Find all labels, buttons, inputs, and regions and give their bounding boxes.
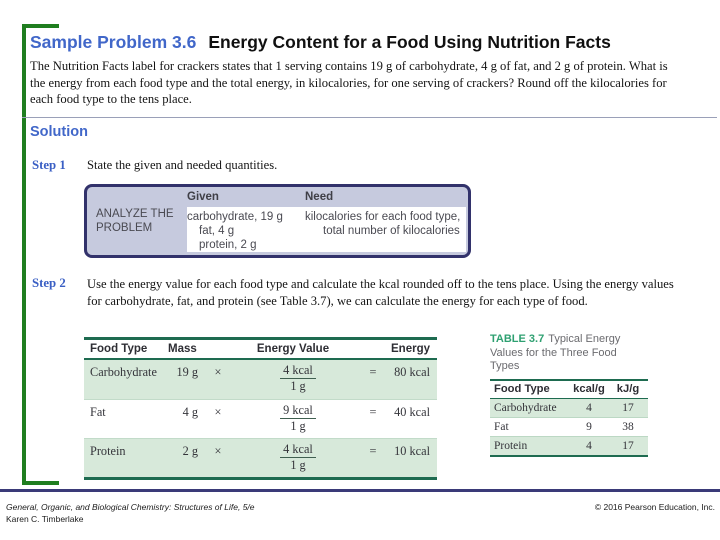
table-row: Protein 2 g × 4 kcal 1 g = 10 kcal: [84, 438, 437, 477]
analyze-problem-header-row: Given Need: [187, 187, 468, 207]
multiply-sign: ×: [214, 365, 222, 379]
table-caption-text: Typical Energy Values for the Three Food…: [490, 333, 621, 372]
table-header-row: Food Type Mass Energy Value Energy: [84, 340, 437, 360]
cell-mass: 2 g: [182, 444, 198, 458]
cell-energy: 80 kcal: [394, 365, 430, 379]
cell-kj: 17: [622, 439, 634, 452]
step1-label: Step 1: [32, 158, 66, 172]
cell-food: Carbohydrate: [494, 401, 557, 414]
fraction: 4 kcal 1 g: [280, 443, 316, 472]
corner-bracket-top: [22, 24, 59, 28]
analyze-problem-grid: Given Need carbohydrate, 19 g fat, 4 g p…: [187, 187, 468, 255]
author-name: Karen C. Timberlake: [6, 513, 84, 524]
cell-kj: 17: [622, 401, 634, 414]
equals-sign: =: [369, 405, 377, 419]
fraction-numerator: 9 kcal: [280, 404, 316, 419]
cell-energy-value: 4 kcal 1 g: [238, 364, 358, 393]
table-grid: Food Type kcal/g kJ/g Carbohydrate 4 17 …: [490, 378, 648, 457]
given-values: carbohydrate, 19 g fat, 4 g protein, 2 g: [187, 210, 305, 252]
cell-kcal: 9: [586, 420, 592, 433]
table-row: Carbohydrate 4 17: [490, 398, 648, 417]
cell-kcal: 4: [586, 401, 592, 414]
cell-energy-value: 9 kcal 1 g: [238, 404, 358, 433]
problem-statement: The Nutrition Facts label for crackers s…: [30, 59, 668, 107]
equals-sign: =: [369, 365, 377, 379]
table-row: Protein 4 17: [490, 435, 648, 455]
cell-food: Fat: [494, 420, 509, 433]
header-food-type: Food Type: [494, 383, 550, 395]
fraction-numerator: 4 kcal: [280, 364, 316, 379]
multiply-sign: ×: [214, 405, 222, 419]
table-header-row: Food Type kcal/g kJ/g: [490, 381, 648, 399]
need-line: total number of kilocalories: [323, 225, 460, 237]
step2-text: Use the energy value for each food type …: [87, 277, 674, 308]
fraction-denominator: 1 g: [290, 458, 306, 472]
step1-text: State the given and needed quantities.: [87, 158, 278, 172]
fraction-numerator: 4 kcal: [280, 443, 316, 458]
cell-kj: 38: [622, 420, 634, 433]
multiply-sign: ×: [214, 444, 222, 458]
table-row: Fat 9 38: [490, 416, 648, 436]
analyze-problem-box: ANALYZE THE PROBLEM Given Need carbohydr…: [84, 184, 471, 258]
fraction: 4 kcal 1 g: [280, 364, 316, 393]
header-food-type: Food Type: [90, 343, 148, 355]
cell-energy-value: 4 kcal 1 g: [238, 443, 358, 472]
cell-energy: 10 kcal: [394, 444, 430, 458]
corner-bracket-vertical: [22, 24, 26, 485]
table-row: Fat 4 g × 9 kcal 1 g = 40 kcal: [84, 399, 437, 438]
given-line: protein, 2 g: [199, 239, 257, 251]
slide-title: Sample Problem 3.6 Energy Content for a F…: [30, 32, 611, 53]
cell-mass: 4 g: [182, 405, 198, 419]
footer-attribution: General, Organic, and Biological Chemist…: [6, 502, 255, 525]
cell-food: Fat: [90, 405, 106, 419]
given-line: carbohydrate, 19 g: [187, 211, 283, 223]
fraction-denominator: 1 g: [290, 379, 306, 393]
need-line: kilocalories for each food type,: [305, 211, 461, 223]
cell-mass: 19 g: [176, 365, 198, 379]
page-title: Energy Content for a Food Using Nutritio…: [208, 32, 611, 52]
analyze-problem-content: carbohydrate, 19 g fat, 4 g protein, 2 g…: [187, 207, 466, 252]
table-caption: TABLE 3.7 Typical Energy Values for the T…: [490, 333, 648, 374]
energy-calculation-table: Food Type Mass Energy Value Energy Carbo…: [84, 337, 437, 480]
footer-divider: [0, 489, 720, 492]
need-values: kilocalories for each food type, total n…: [305, 210, 466, 252]
cell-kcal: 4: [586, 439, 592, 452]
header-energy-value: Energy Value: [256, 343, 330, 355]
given-header: Given: [187, 191, 219, 203]
given-line: fat, 4 g: [199, 225, 235, 237]
table-row: Carbohydrate 19 g × 4 kcal 1 g = 80 kcal: [84, 360, 437, 399]
sample-problem-number: Sample Problem 3.6: [30, 32, 197, 52]
analyze-problem-label: ANALYZE THE PROBLEM: [96, 208, 174, 234]
section-divider: [22, 117, 717, 118]
book-title: General, Organic, and Biological Chemist…: [6, 502, 255, 512]
header-mass: Mass: [168, 343, 197, 355]
equals-sign: =: [369, 444, 377, 458]
cell-food: Protein: [494, 439, 528, 452]
header-kcal-per-g: kcal/g: [573, 383, 605, 395]
header-energy: Energy: [391, 343, 430, 355]
cell-food: Protein: [90, 444, 126, 458]
header-kj-per-g: kJ/g: [616, 383, 640, 395]
copyright-notice: © 2016 Pearson Education, Inc.: [594, 502, 715, 512]
step2-label: Step 2: [32, 276, 66, 290]
fraction: 9 kcal 1 g: [280, 404, 316, 433]
table-number-label: TABLE 3.7: [490, 333, 545, 345]
solution-heading: Solution: [30, 124, 88, 140]
fraction-denominator: 1 g: [290, 419, 306, 433]
need-header: Need: [305, 191, 334, 203]
cell-energy: 40 kcal: [394, 405, 430, 419]
reference-table-3-7: TABLE 3.7 Typical Energy Values for the T…: [490, 333, 648, 457]
corner-bracket-bottom: [22, 481, 59, 485]
cell-food: Carbohydrate: [90, 365, 157, 379]
